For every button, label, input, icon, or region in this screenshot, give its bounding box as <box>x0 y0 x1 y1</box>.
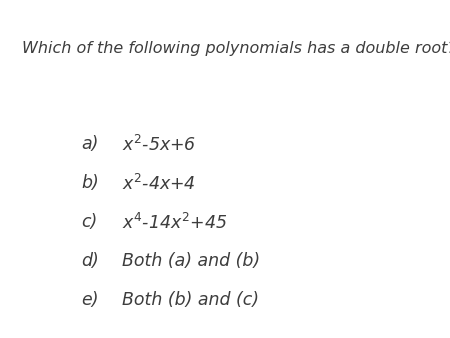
Text: b): b) <box>81 174 99 192</box>
Text: $x^4$-14$x^2$+45: $x^4$-14$x^2$+45 <box>122 213 227 233</box>
Text: $x^2$-5x+6: $x^2$-5x+6 <box>122 135 196 155</box>
Text: Both (a) and (b): Both (a) and (b) <box>122 252 260 270</box>
Text: c): c) <box>81 213 97 231</box>
Text: Both (b) and (c): Both (b) and (c) <box>122 291 258 309</box>
Text: e): e) <box>81 291 99 309</box>
Text: Which of the following polynomials has a double root?: Which of the following polynomials has a… <box>22 41 450 55</box>
Text: a): a) <box>81 135 99 153</box>
Text: $x^2$-4x+4: $x^2$-4x+4 <box>122 174 195 194</box>
Text: d): d) <box>81 252 99 270</box>
